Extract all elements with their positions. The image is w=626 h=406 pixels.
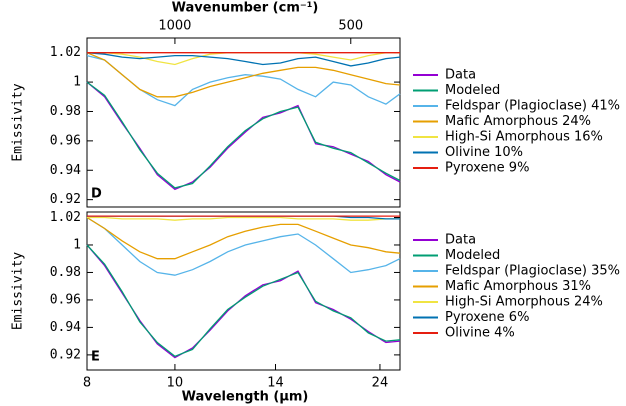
y-tick-label: 0.98 bbox=[50, 104, 81, 119]
legend-label: Mafic Amorphous 24% bbox=[445, 114, 591, 129]
y-axis-label: Emissivity bbox=[11, 252, 26, 330]
panel-label: D bbox=[91, 187, 102, 202]
legend-label: Pyroxene 6% bbox=[445, 310, 529, 325]
y-tick-label: 0.92 bbox=[50, 347, 81, 362]
y-tick-label: 0.96 bbox=[50, 133, 81, 148]
legend-label: Olivine 4% bbox=[445, 326, 515, 341]
x-tick-label: 24 bbox=[372, 376, 389, 391]
y-tick-label: 1.02 bbox=[50, 45, 81, 60]
y-axis-label: Emissivity bbox=[11, 83, 26, 161]
series-line bbox=[86, 244, 401, 359]
legend-label: Mafic Amorphous 31% bbox=[445, 279, 591, 294]
panel-label: E bbox=[91, 350, 100, 365]
series-line bbox=[86, 244, 401, 358]
legend-label: Olivine 10% bbox=[445, 145, 523, 160]
legend-label: Modeled bbox=[445, 83, 500, 98]
legend-label: Pyroxene 9% bbox=[445, 161, 529, 176]
x2-tick-label: 1000 bbox=[158, 19, 191, 34]
series-line bbox=[86, 52, 401, 67]
legend-label: Feldspar (Plagioclase) 41% bbox=[445, 99, 620, 114]
x-tick-label: 10 bbox=[167, 376, 184, 391]
y-tick-label: 0.98 bbox=[50, 265, 81, 280]
plot-frame bbox=[86, 37, 401, 208]
y-tick-label: 1.02 bbox=[50, 210, 81, 225]
legend-label: High-Si Amorphous 16% bbox=[445, 130, 603, 145]
y-tick-label: 0.96 bbox=[50, 292, 81, 307]
x-tick-label: 14 bbox=[267, 376, 284, 391]
x2-tick-label: 500 bbox=[338, 19, 363, 34]
y-tick-label: 0.92 bbox=[50, 192, 81, 207]
legend-label: High-Si Amorphous 24% bbox=[445, 295, 603, 310]
x2-axis-label: Wavenumber (cm⁻¹) bbox=[172, 1, 319, 16]
series-line bbox=[86, 52, 401, 98]
series-line bbox=[86, 216, 401, 276]
y-tick-label: 1 bbox=[73, 75, 81, 90]
y-tick-label: 0.94 bbox=[50, 320, 81, 335]
series-line bbox=[86, 216, 401, 260]
y-tick-label: 1 bbox=[73, 237, 81, 252]
series-line bbox=[87, 216, 400, 221]
x-tick-label: 8 bbox=[83, 376, 91, 391]
x-axis-label: Wavelength (μm) bbox=[182, 390, 309, 405]
series-line bbox=[86, 81, 401, 189]
legend-label: Modeled bbox=[445, 248, 500, 263]
legend-label: Data bbox=[445, 68, 476, 83]
series-line bbox=[86, 81, 401, 191]
y-tick-label: 0.94 bbox=[50, 163, 81, 178]
series-line bbox=[86, 54, 401, 107]
legend-label: Data bbox=[445, 233, 476, 248]
plot-frame bbox=[86, 211, 401, 371]
legend-label: Feldspar (Plagioclase) 35% bbox=[445, 264, 620, 279]
